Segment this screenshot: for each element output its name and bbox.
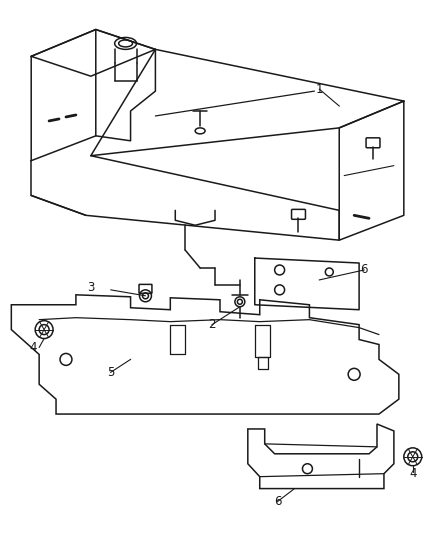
Text: 5: 5 (107, 366, 114, 379)
Text: 1: 1 (316, 83, 323, 95)
Text: 6: 6 (360, 263, 368, 277)
Text: 4: 4 (29, 341, 37, 354)
Text: 6: 6 (274, 495, 281, 508)
Text: 3: 3 (87, 281, 95, 294)
Text: 2: 2 (208, 318, 216, 331)
Text: 4: 4 (409, 467, 417, 480)
